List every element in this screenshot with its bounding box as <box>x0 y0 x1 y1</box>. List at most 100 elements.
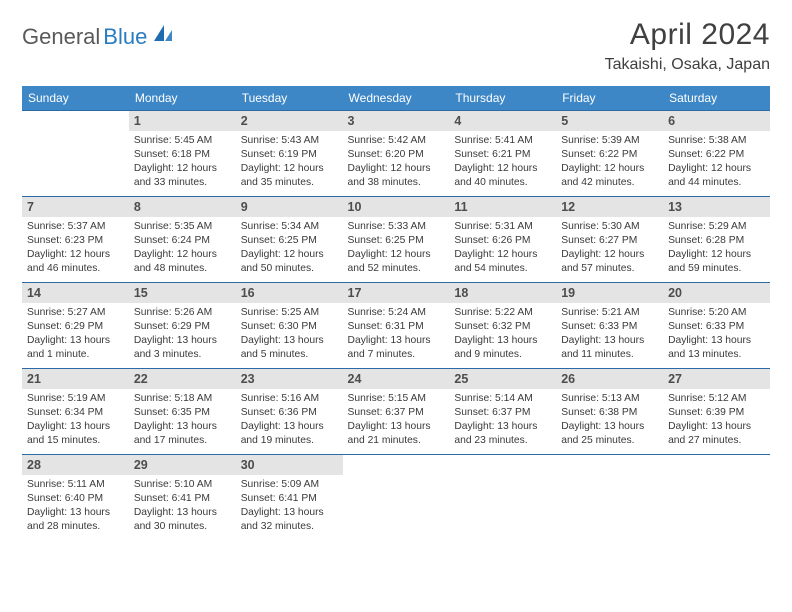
day-number: 22 <box>129 369 236 389</box>
sunrise-text: Sunrise: 5:10 AM <box>134 478 231 492</box>
title-block: April 2024 Takaishi, Osaka, Japan <box>605 18 770 74</box>
day-cell: 15Sunrise: 5:26 AMSunset: 6:29 PMDayligh… <box>129 283 236 369</box>
day-body: Sunrise: 5:38 AMSunset: 6:22 PMDaylight:… <box>663 131 770 194</box>
day-number: 15 <box>129 283 236 303</box>
daylight-text: Daylight: 13 hours and 15 minutes. <box>27 420 124 448</box>
day-number: 27 <box>663 369 770 389</box>
day-cell: 4Sunrise: 5:41 AMSunset: 6:21 PMDaylight… <box>449 111 556 197</box>
day-number <box>449 455 556 461</box>
sunrise-text: Sunrise: 5:30 AM <box>561 220 658 234</box>
day-number <box>22 111 129 117</box>
daylight-text: Daylight: 13 hours and 3 minutes. <box>134 334 231 362</box>
day-number: 25 <box>449 369 556 389</box>
sunset-text: Sunset: 6:18 PM <box>134 148 231 162</box>
day-cell: 9Sunrise: 5:34 AMSunset: 6:25 PMDaylight… <box>236 197 343 283</box>
day-cell: 7Sunrise: 5:37 AMSunset: 6:23 PMDaylight… <box>22 197 129 283</box>
day-body: Sunrise: 5:15 AMSunset: 6:37 PMDaylight:… <box>343 389 450 452</box>
day-cell: 24Sunrise: 5:15 AMSunset: 6:37 PMDayligh… <box>343 369 450 455</box>
sunrise-text: Sunrise: 5:22 AM <box>454 306 551 320</box>
sunset-text: Sunset: 6:19 PM <box>241 148 338 162</box>
day-number: 3 <box>343 111 450 131</box>
day-cell <box>22 111 129 197</box>
week-row: 1 Sunrise: 5:45 AMSunset: 6:18 PM Daylight… <box>22 111 770 197</box>
day-header: Tuesday <box>236 86 343 111</box>
day-number: 13 <box>663 197 770 217</box>
sunset-text: Sunset: 6:31 PM <box>348 320 445 334</box>
sunrise-text: Sunrise: 5:34 AM <box>241 220 338 234</box>
sunrise-text: Sunrise: 5:09 AM <box>241 478 338 492</box>
daylight-text: Daylight: 13 hours and 17 minutes. <box>134 420 231 448</box>
day-cell: 8Sunrise: 5:35 AMSunset: 6:24 PMDaylight… <box>129 197 236 283</box>
month-title: April 2024 <box>605 18 770 52</box>
logo-sail-icon <box>152 23 174 48</box>
sunset-text: Sunset: 6:25 PM <box>348 234 445 248</box>
day-cell: 20Sunrise: 5:20 AMSunset: 6:33 PMDayligh… <box>663 283 770 369</box>
day-header: Friday <box>556 86 663 111</box>
day-body: Sunrise: 5:14 AMSunset: 6:37 PMDaylight:… <box>449 389 556 452</box>
day-number: 5 <box>556 111 663 131</box>
day-number <box>343 455 450 461</box>
calendar-body: 1 Sunrise: 5:45 AMSunset: 6:18 PM Daylight… <box>22 111 770 541</box>
day-header: Thursday <box>449 86 556 111</box>
location-label: Takaishi, Osaka, Japan <box>605 56 770 74</box>
day-header: Wednesday <box>343 86 450 111</box>
sunrise-text: Sunrise: 5:43 AM <box>241 134 338 148</box>
sunset-text: Sunset: 6:32 PM <box>454 320 551 334</box>
sunrise-text: Sunrise: 5:12 AM <box>668 392 765 406</box>
daylight-text: Daylight: 13 hours and 32 minutes. <box>241 506 338 534</box>
day-body: Sunrise: 5:26 AMSunset: 6:29 PMDaylight:… <box>129 303 236 366</box>
daylight-text: Daylight: 13 hours and 30 minutes. <box>134 506 231 534</box>
day-body: Sunrise: 5:42 AMSunset: 6:20 PMDaylight:… <box>343 131 450 194</box>
sunrise-text: Sunrise: 5:29 AM <box>668 220 765 234</box>
day-number: 26 <box>556 369 663 389</box>
daylight-text: Daylight: 12 hours and 46 minutes. <box>27 248 124 276</box>
day-body: Sunrise: 5:16 AMSunset: 6:36 PMDaylight:… <box>236 389 343 452</box>
sunset-text: Sunset: 6:35 PM <box>134 406 231 420</box>
daylight-text: Daylight: 13 hours and 21 minutes. <box>348 420 445 448</box>
day-cell: 18Sunrise: 5:22 AMSunset: 6:32 PMDayligh… <box>449 283 556 369</box>
sunset-text: Sunset: 6:39 PM <box>668 406 765 420</box>
day-cell: 23Sunrise: 5:16 AMSunset: 6:36 PMDayligh… <box>236 369 343 455</box>
logo-text-blue: Blue <box>103 24 147 50</box>
day-cell: 27Sunrise: 5:12 AMSunset: 6:39 PMDayligh… <box>663 369 770 455</box>
day-body: Sunrise: 5:30 AMSunset: 6:27 PMDaylight:… <box>556 217 663 280</box>
day-body: Sunrise: 5:39 AMSunset: 6:22 PMDaylight:… <box>556 131 663 194</box>
day-number: 14 <box>22 283 129 303</box>
sunrise-text: Sunrise: 5:35 AM <box>134 220 231 234</box>
day-cell: 19Sunrise: 5:21 AMSunset: 6:33 PMDayligh… <box>556 283 663 369</box>
sunset-text: Sunset: 6:34 PM <box>27 406 124 420</box>
sunset-text: Sunset: 6:37 PM <box>348 406 445 420</box>
sunrise-text: Sunrise: 5:18 AM <box>134 392 231 406</box>
day-number: 28 <box>22 455 129 475</box>
daylight-text: Daylight: 13 hours and 23 minutes. <box>454 420 551 448</box>
week-row: 7Sunrise: 5:37 AMSunset: 6:23 PMDaylight… <box>22 197 770 283</box>
day-cell: 6Sunrise: 5:38 AMSunset: 6:22 PMDaylight… <box>663 111 770 197</box>
day-cell: 14Sunrise: 5:27 AMSunset: 6:29 PMDayligh… <box>22 283 129 369</box>
sunset-text: Sunset: 6:33 PM <box>668 320 765 334</box>
day-cell: 22 Sunrise: 5:18 AMSunset: 6:35 PMDayligh… <box>129 369 236 455</box>
daylight-text: Daylight: 12 hours and 54 minutes. <box>454 248 551 276</box>
daylight-text: Daylight: 12 hours and 42 minutes. <box>561 162 658 190</box>
day-body: Sunrise: 5:21 AMSunset: 6:33 PMDaylight:… <box>556 303 663 366</box>
day-number: 21 <box>22 369 129 389</box>
daylight-text: Daylight: 12 hours and 48 minutes. <box>134 248 231 276</box>
sunrise-text: Sunrise: 5:20 AM <box>668 306 765 320</box>
day-body: Sunrise: 5:19 AMSunset: 6:34 PMDaylight:… <box>22 389 129 452</box>
sunrise-text: Sunrise: 5:21 AM <box>561 306 658 320</box>
daylight-text: Daylight: 13 hours and 25 minutes. <box>561 420 658 448</box>
day-number: 1 <box>129 111 236 131</box>
sunset-text: Sunset: 6:21 PM <box>454 148 551 162</box>
day-number: 18 <box>449 283 556 303</box>
day-body: Sunrise: 5:37 AMSunset: 6:23 PMDaylight:… <box>22 217 129 280</box>
day-number <box>663 455 770 461</box>
day-cell <box>449 455 556 541</box>
day-number: 23 <box>236 369 343 389</box>
day-cell: 26Sunrise: 5:13 AMSunset: 6:38 PMDayligh… <box>556 369 663 455</box>
sunset-text: Sunset: 6:29 PM <box>27 320 124 334</box>
day-body: Sunrise: 5:10 AMSunset: 6:41 PMDaylight:… <box>129 475 236 538</box>
sunrise-text: Sunrise: 5:45 AM <box>134 134 231 148</box>
day-cell: 21Sunrise: 5:19 AMSunset: 6:34 PMDayligh… <box>22 369 129 455</box>
sunset-text: Sunset: 6:33 PM <box>561 320 658 334</box>
day-number: 16 <box>236 283 343 303</box>
day-body: Sunrise: 5:22 AMSunset: 6:32 PMDaylight:… <box>449 303 556 366</box>
